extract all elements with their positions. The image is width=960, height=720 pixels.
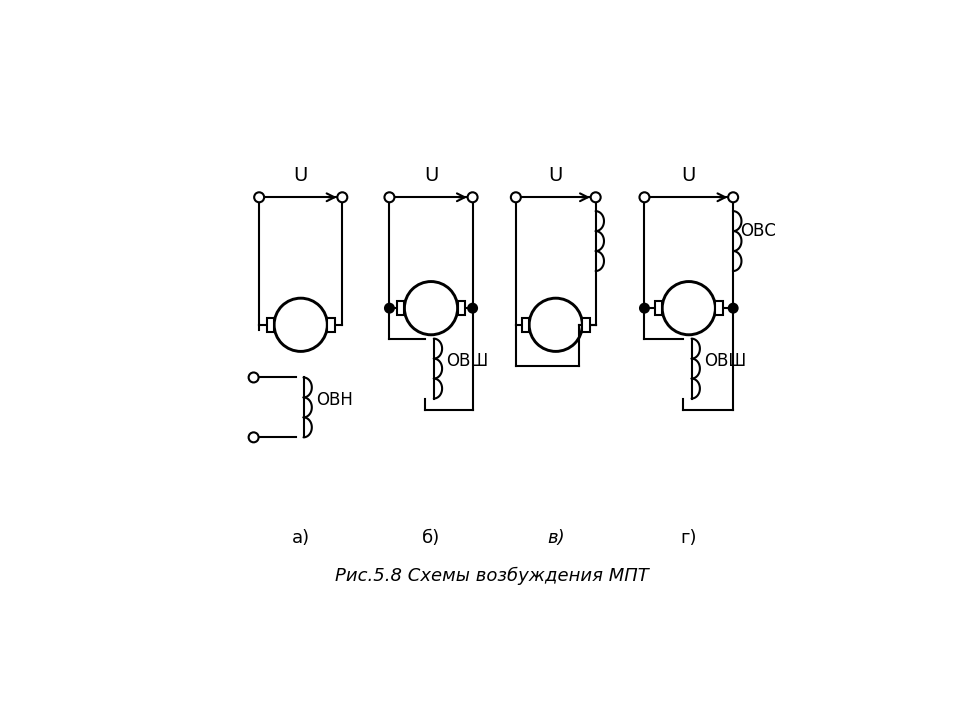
Text: U: U xyxy=(682,166,696,185)
Text: г): г) xyxy=(681,528,697,546)
Bar xyxy=(397,301,404,315)
Text: ОВШ: ОВШ xyxy=(446,352,489,370)
Bar xyxy=(327,318,334,332)
Circle shape xyxy=(729,192,738,202)
Text: ОВН: ОВН xyxy=(316,391,352,409)
Text: а): а) xyxy=(292,528,310,546)
Circle shape xyxy=(249,432,258,442)
Bar xyxy=(267,318,275,332)
Circle shape xyxy=(468,304,477,312)
Circle shape xyxy=(640,304,649,312)
Text: U: U xyxy=(548,166,563,185)
Text: U: U xyxy=(294,166,308,185)
Circle shape xyxy=(468,192,477,202)
Circle shape xyxy=(639,192,650,202)
Bar xyxy=(458,301,465,315)
Circle shape xyxy=(590,192,601,202)
Text: U: U xyxy=(423,166,438,185)
Bar xyxy=(655,301,662,315)
Text: ОВШ: ОВШ xyxy=(704,352,746,370)
Circle shape xyxy=(511,192,521,202)
Bar xyxy=(583,318,589,332)
Circle shape xyxy=(384,192,395,202)
Text: Рис.5.8 Схемы возбуждения МПТ: Рис.5.8 Схемы возбуждения МПТ xyxy=(335,567,649,585)
Circle shape xyxy=(337,192,348,202)
Circle shape xyxy=(249,372,258,382)
Text: ОВС: ОВС xyxy=(740,222,777,240)
Text: в): в) xyxy=(547,528,564,546)
Bar xyxy=(522,318,529,332)
Circle shape xyxy=(729,304,737,312)
Text: б): б) xyxy=(421,528,440,546)
Circle shape xyxy=(254,192,264,202)
Circle shape xyxy=(385,304,394,312)
Bar xyxy=(715,301,723,315)
